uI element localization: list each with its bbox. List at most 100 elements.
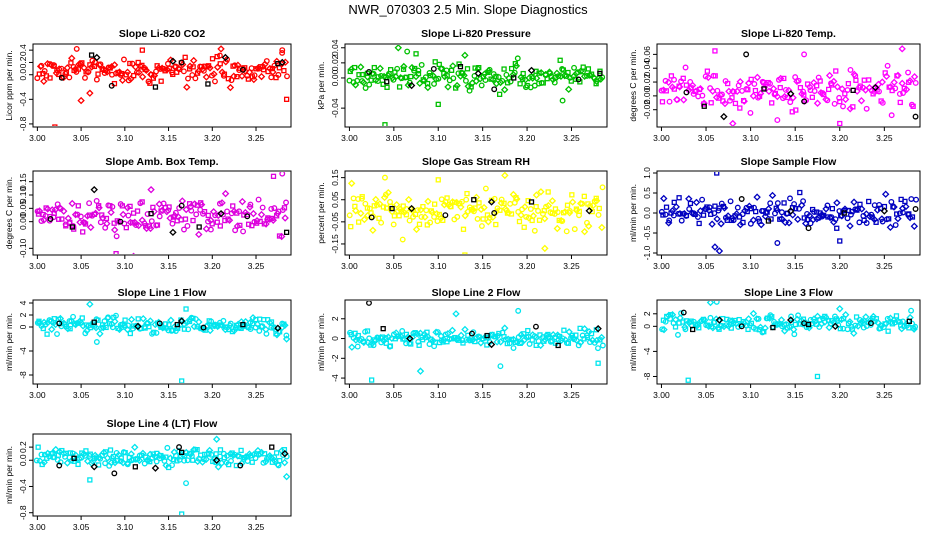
data-point <box>364 338 372 347</box>
data-point <box>909 214 916 220</box>
data-point <box>228 457 234 464</box>
data-point <box>675 331 681 338</box>
x-tick-label: 3.10 <box>430 261 447 271</box>
x-tick-label: 3.20 <box>519 261 536 271</box>
data-point <box>478 82 485 89</box>
data-point <box>421 213 429 221</box>
data-point <box>736 316 742 323</box>
data-point <box>795 77 802 84</box>
data-point <box>713 301 720 305</box>
data-point <box>217 61 223 67</box>
data-point <box>169 228 177 237</box>
data-point <box>190 315 196 322</box>
x-tick-label: 3.20 <box>204 133 221 143</box>
data-point <box>787 99 794 106</box>
data-point <box>221 71 228 77</box>
data-point <box>394 65 401 72</box>
data-point <box>153 329 160 336</box>
data-point <box>129 60 136 67</box>
panel-title: Slope Line 2 Flow <box>432 287 522 299</box>
data-point <box>755 315 762 322</box>
data-point <box>729 95 735 101</box>
data-point <box>135 316 141 322</box>
data-point <box>840 316 847 322</box>
points <box>34 301 290 383</box>
x-tick-label: 3.15 <box>787 390 804 400</box>
data-point <box>478 223 485 229</box>
data-point <box>216 52 223 59</box>
data-point <box>64 324 72 333</box>
data-point <box>105 314 112 321</box>
data-point <box>56 71 62 78</box>
data-point <box>575 76 582 83</box>
data-point <box>514 55 521 62</box>
data-point <box>51 63 57 69</box>
data-point <box>787 195 793 202</box>
data-point <box>715 316 724 324</box>
data-point <box>147 185 155 194</box>
data-point <box>262 325 270 334</box>
x-tick-label: 3.00 <box>29 261 46 271</box>
data-point <box>56 320 63 327</box>
data-point <box>282 335 290 343</box>
data-point <box>399 236 406 243</box>
data-point <box>146 324 152 330</box>
x-tick-label: 3.10 <box>430 390 447 400</box>
data-point <box>144 211 151 218</box>
data-point <box>209 56 216 62</box>
data-point <box>139 314 147 323</box>
data-point <box>406 217 413 224</box>
data-point <box>354 343 361 350</box>
data-point <box>106 321 113 327</box>
data-point <box>501 172 509 180</box>
data-point <box>529 212 538 220</box>
data-point <box>110 226 119 234</box>
data-point <box>810 79 818 87</box>
y-tick-label: 0 <box>330 336 340 341</box>
data-point <box>123 68 132 76</box>
data-point <box>696 84 705 93</box>
data-point <box>773 320 781 329</box>
x-tick-label: 3.25 <box>876 261 893 271</box>
data-point <box>404 48 411 55</box>
data-point <box>43 205 52 213</box>
data-point <box>846 222 854 230</box>
data-point <box>77 60 84 67</box>
panel-title: Slope Li-820 Pressure <box>421 28 531 40</box>
x-tick-label: 3.00 <box>29 390 46 400</box>
data-point <box>176 444 183 451</box>
data-point <box>686 206 693 212</box>
data-point <box>674 96 681 103</box>
data-point <box>716 91 725 99</box>
data-point <box>137 63 144 70</box>
data-point <box>109 324 116 331</box>
data-point <box>890 78 898 87</box>
data-point <box>189 56 198 65</box>
data-point <box>103 449 109 455</box>
data-point <box>142 66 150 75</box>
y-tick-label: -2 <box>330 354 340 362</box>
data-point <box>40 216 48 224</box>
data-point <box>761 86 767 92</box>
data-point <box>214 219 220 225</box>
data-point <box>776 74 785 83</box>
data-point <box>56 462 63 469</box>
data-point <box>93 53 101 62</box>
data-point <box>205 212 211 219</box>
data-point <box>744 79 753 87</box>
data-point <box>80 229 86 235</box>
data-point <box>101 70 108 76</box>
data-point <box>231 62 238 69</box>
data-point <box>434 329 441 336</box>
data-point <box>897 99 903 106</box>
data-point <box>837 238 843 244</box>
data-point <box>432 59 438 65</box>
data-point <box>376 215 382 221</box>
data-point <box>474 69 482 78</box>
data-point <box>813 215 821 223</box>
data-point <box>269 444 275 450</box>
data-point <box>93 198 100 204</box>
data-point <box>350 195 357 202</box>
data-point <box>862 313 870 321</box>
data-point <box>461 325 469 334</box>
